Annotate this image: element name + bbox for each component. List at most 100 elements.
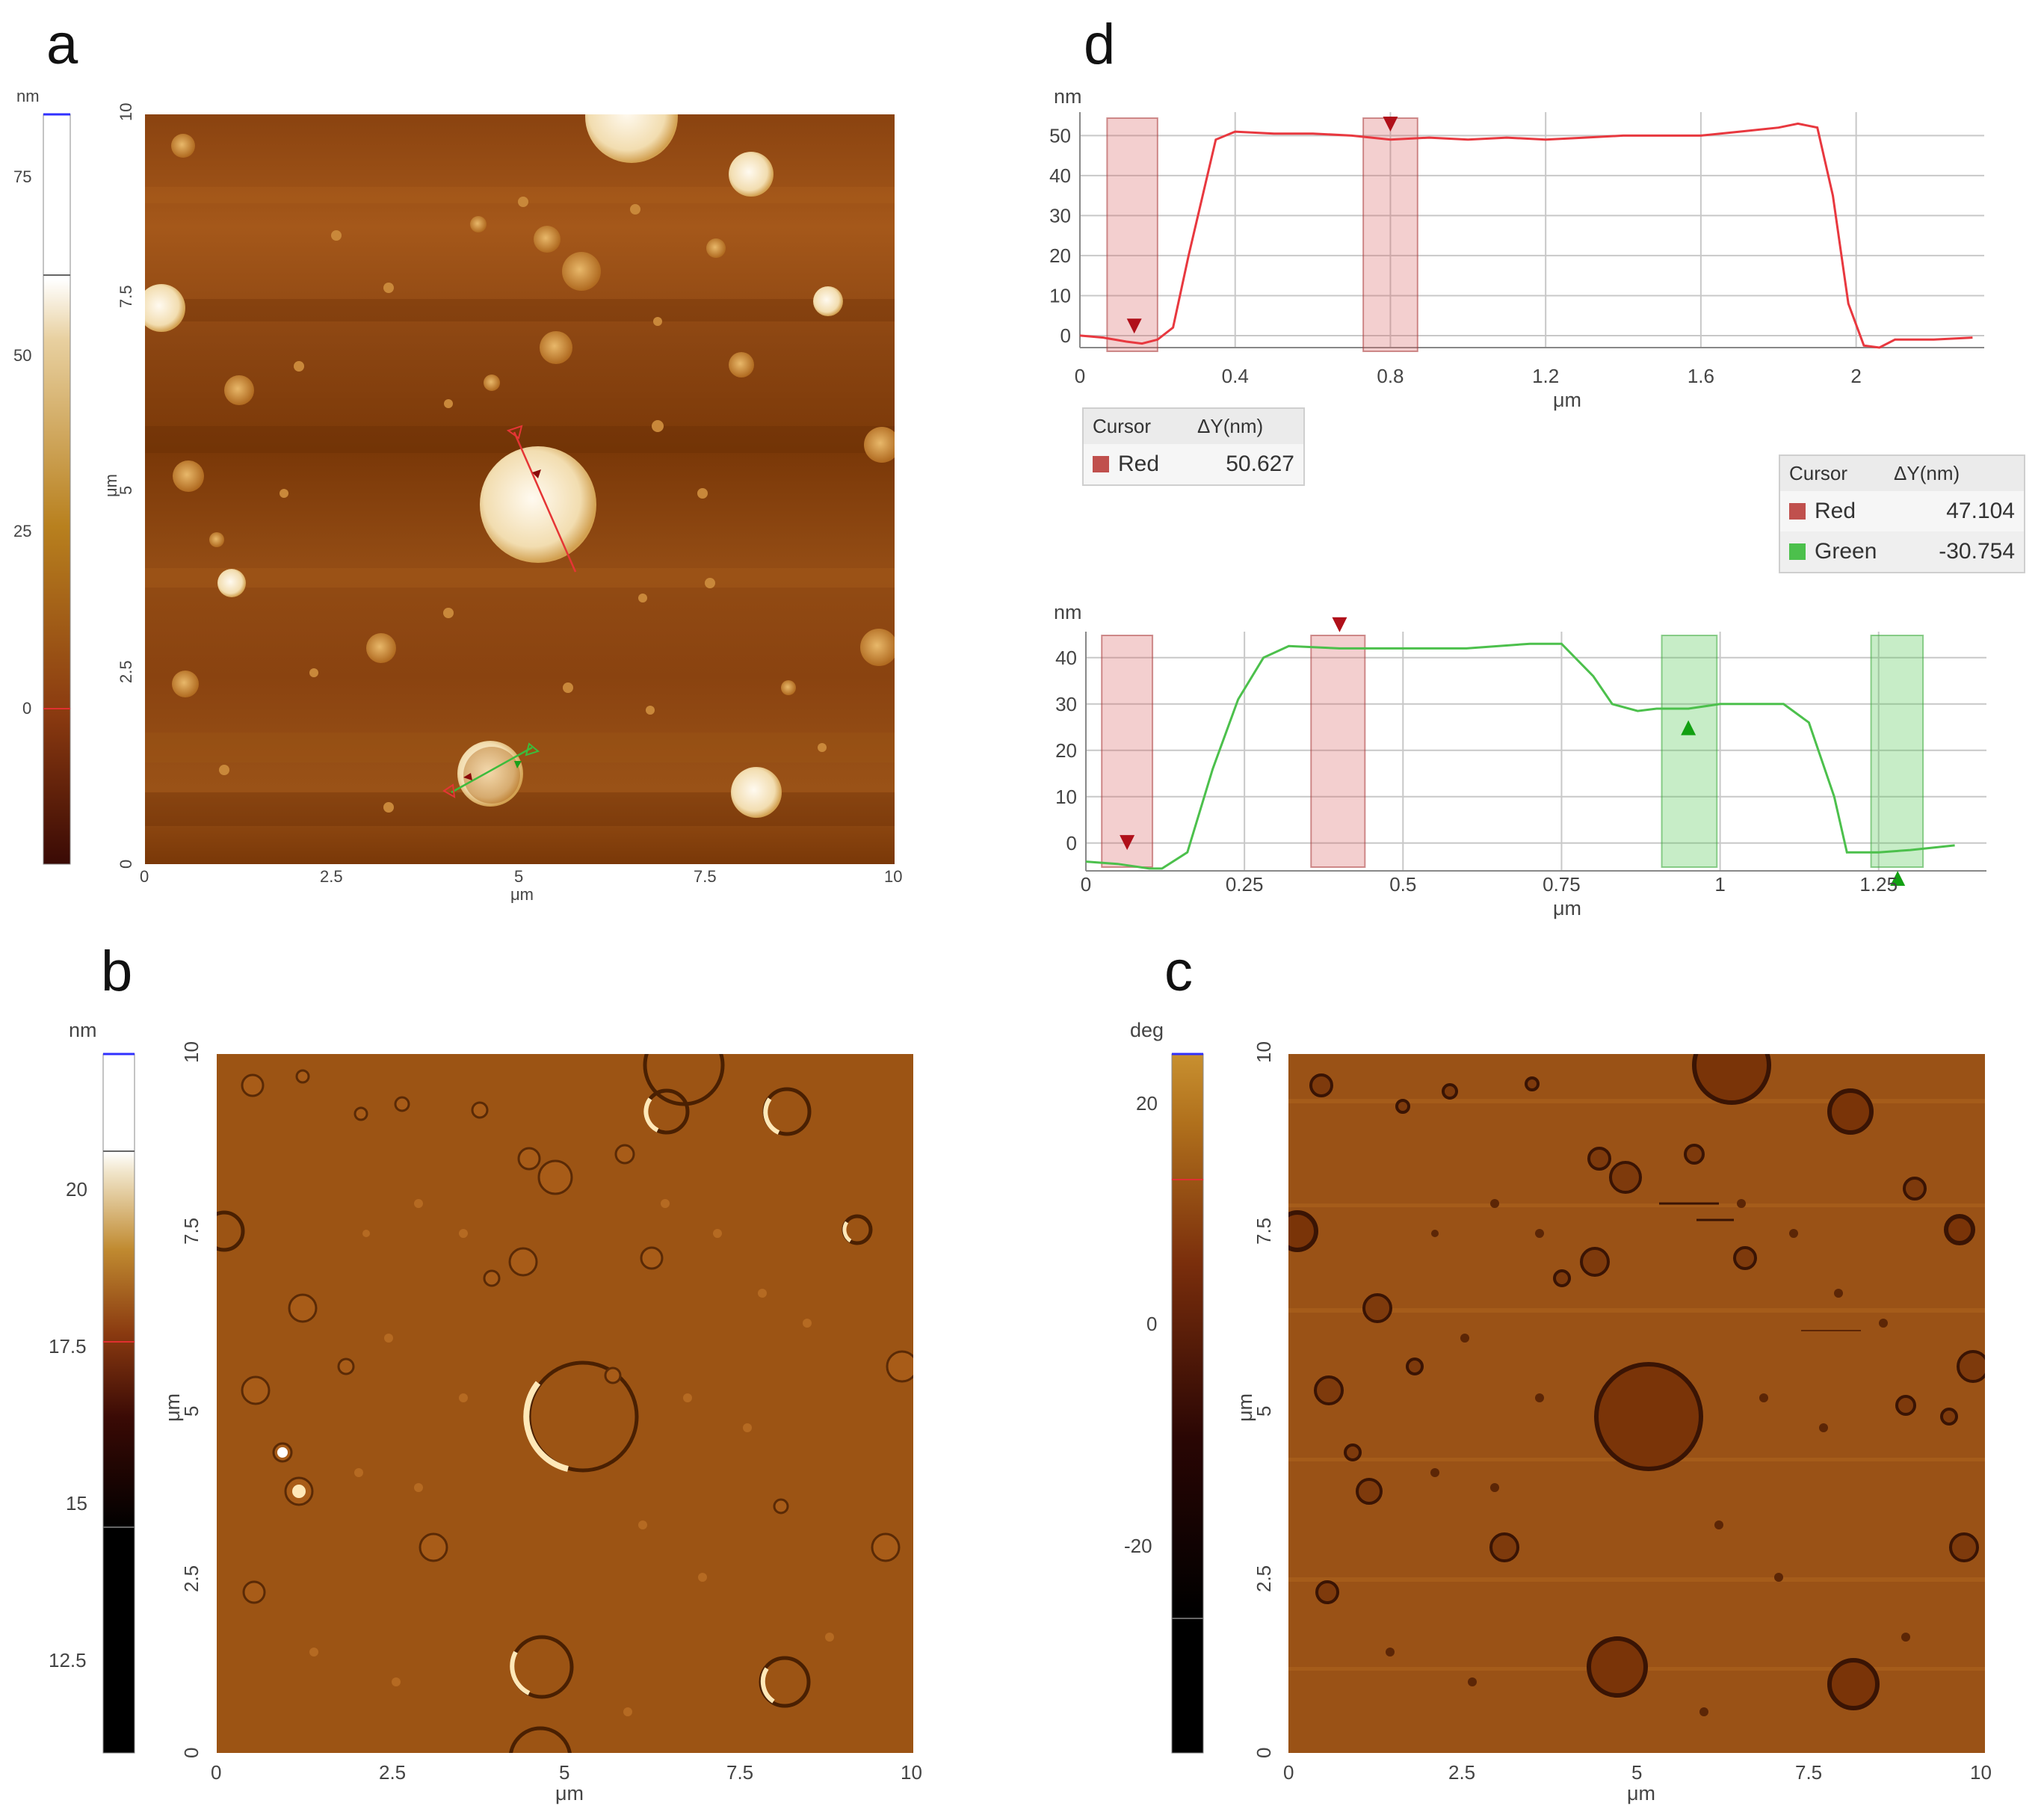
colorbar-tick-c-minus20: -20: [1124, 1535, 1152, 1557]
x-tick-label: 0: [1081, 873, 1091, 896]
colorbar-b: [102, 1053, 135, 1754]
chart1-cursor-bands: [1106, 117, 1418, 352]
legend-header-cursor: Cursor: [1789, 462, 1848, 484]
cursor-band-green[interactable]: [1661, 635, 1718, 868]
legend-header-dy: ΔY(nm): [1894, 462, 1960, 484]
legend-row-red: Red 50.627: [1084, 444, 1303, 484]
panel-letter-a: a: [46, 13, 78, 76]
cursor-band-red[interactable]: [1362, 117, 1418, 352]
legend-header-cursor: Cursor: [1093, 415, 1152, 437]
afm-phase-image: [1288, 1054, 1985, 1753]
legend-swatch-red: [1093, 456, 1109, 472]
legend-row-value: 50.627: [1226, 452, 1294, 476]
chart1-ylabel: nm: [1054, 85, 1082, 108]
x-tick-a-0: 0: [140, 867, 149, 886]
colorbar-tick-c-20: 20: [1136, 1092, 1158, 1115]
x-tick-label: 2: [1850, 365, 1861, 387]
x-tick-a-10: 10: [884, 867, 902, 886]
y-tick-label: 20: [1049, 244, 1071, 267]
cursor-marker-red[interactable]: [1120, 835, 1135, 851]
colorbar-tick-c-0: 0: [1146, 1313, 1157, 1335]
legend-header: Cursor ΔY(nm): [1780, 456, 2024, 491]
chart2-cursor-bands: [1101, 635, 1924, 868]
legend-row-name: Red: [1815, 499, 1856, 523]
y-tick-label: 0: [1066, 832, 1077, 854]
profile-line: [1079, 122, 1973, 349]
x-tick-label: 0.75: [1543, 873, 1581, 896]
chart2-xlabel: μm: [1553, 897, 1581, 919]
y-axis-c: 10 7.5 5 2.5 0 μm: [1234, 1041, 1275, 1758]
legend-swatch-red: [1789, 503, 1806, 520]
cursor-marker-green[interactable]: [1681, 720, 1696, 736]
legend-row-value: -30.754: [1939, 539, 2015, 564]
panel-c: deg 20 0 -20 10 7.5 5 2.5 0 μm: [1124, 1019, 1992, 1805]
y-tick-b-0: 0: [180, 1748, 203, 1758]
y-unit-c: μm: [1234, 1393, 1256, 1422]
chart2-markers: [1120, 617, 1906, 886]
x-tick-b-2.5: 2.5: [379, 1761, 406, 1784]
y-tick-c-0: 0: [1253, 1748, 1275, 1758]
legend-row-name: Red: [1118, 452, 1160, 476]
colorbar-tick-b-20: 20: [66, 1178, 87, 1201]
cursor-band-red[interactable]: [1106, 117, 1158, 352]
x-tick-c-5: 5: [1631, 1761, 1642, 1784]
x-tick-c-10: 10: [1970, 1761, 1992, 1784]
height-profile-chart-1: nm μm 0 10 20 30 40 50 0 0.4 0.8 1.2 1.6 2: [1049, 85, 1984, 411]
cursor-band-green[interactable]: [1870, 635, 1924, 868]
x-tick-b-10: 10: [901, 1761, 922, 1784]
y-tick-a-10: 10: [117, 103, 135, 121]
cursor-band-red[interactable]: [1310, 635, 1366, 868]
legend-header: Cursor ΔY(nm): [1084, 409, 1303, 444]
colorbar-unit-b: nm: [69, 1019, 97, 1041]
y-tick-b-10: 10: [180, 1041, 203, 1063]
colorbar-tick-a-0: 0: [22, 699, 31, 718]
y-tick-a-5: 5: [117, 486, 135, 495]
profile-line: [1085, 642, 1955, 870]
colorbar-tick-b-12.5: 12.5: [49, 1649, 87, 1671]
y-tick-label: 30: [1049, 204, 1071, 226]
cursor-legend-bottom: Cursor ΔY(nm) Red 47.104 Green -30.754: [1779, 454, 2025, 573]
y-unit-a: μm: [102, 474, 120, 497]
y-unit-b: μm: [161, 1393, 184, 1422]
y-tick-b-7.5: 7.5: [180, 1218, 203, 1245]
legend-row-red: Red 47.104: [1780, 491, 2024, 531]
cursor-marker-red[interactable]: [1332, 617, 1347, 632]
x-unit-b: μm: [555, 1782, 584, 1805]
y-tick-label: 20: [1055, 739, 1077, 762]
y-tick-c-5: 5: [1253, 1406, 1275, 1417]
x-tick-a-7.5: 7.5: [694, 867, 717, 886]
y-tick-a-0: 0: [117, 860, 135, 869]
cursor-marker-red[interactable]: [1126, 318, 1142, 334]
x-tick-b-0: 0: [211, 1761, 221, 1784]
y-tick-label: 40: [1055, 647, 1077, 669]
colorbar-a: [43, 114, 71, 865]
chart1-xlabel: μm: [1553, 389, 1581, 411]
y-tick-label: 30: [1055, 693, 1077, 715]
cursor-band-red[interactable]: [1101, 635, 1154, 868]
cursor-marker-red[interactable]: [1383, 117, 1398, 132]
panel-letter-b: b: [101, 940, 132, 1003]
y-tick-c-2.5: 2.5: [1253, 1565, 1275, 1592]
colorbar-tick-a-25: 25: [13, 522, 31, 540]
x-axis-c: 0 2.5 5 7.5 10 μm: [1283, 1761, 1992, 1805]
cursor-legend-top: Cursor ΔY(nm) Red 50.627: [1082, 407, 1305, 486]
x-tick-c-2.5: 2.5: [1448, 1761, 1475, 1784]
chart1-markers: [1126, 117, 1398, 334]
cursor-marker-green[interactable]: [1890, 871, 1906, 886]
x-tick-label: 1.25: [1859, 873, 1898, 896]
colorbar-tick-b-15: 15: [66, 1492, 87, 1514]
x-tick-label: 1: [1714, 873, 1725, 896]
legend-swatch-green: [1789, 543, 1806, 560]
y-axis-a: 10 7.5 5 2.5 0 μm: [102, 103, 135, 869]
chart2-grid: [1085, 632, 1986, 872]
legend-row-value: 47.104: [1946, 499, 2015, 523]
legend-header-dy: ΔY(nm): [1197, 415, 1264, 437]
x-tick-label: 0.25: [1226, 873, 1264, 896]
y-tick-label: 10: [1049, 284, 1071, 306]
chart1-ticks: 0 10 20 30 40 50 0 0.4 0.8 1.2 1.6 2: [1049, 124, 1862, 387]
legend-row-green: Green -30.754: [1780, 531, 2024, 572]
x-tick-label: 0: [1075, 365, 1085, 387]
chart1-series: [1079, 122, 1973, 349]
x-tick-c-7.5: 7.5: [1795, 1761, 1822, 1784]
x-tick-a-2.5: 2.5: [320, 867, 343, 886]
